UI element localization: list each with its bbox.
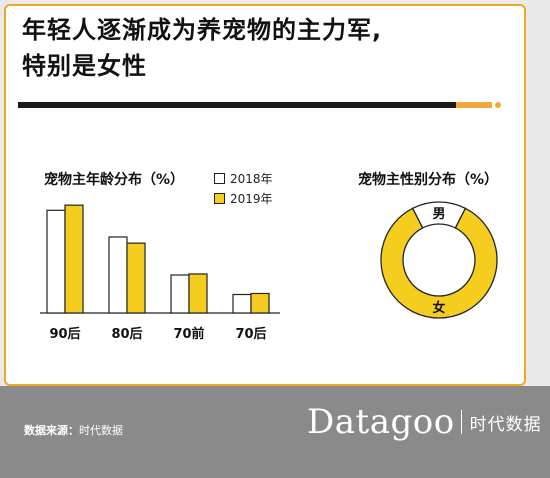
donut-slice-女 <box>380 207 498 319</box>
brand-logo: Datagoo 时代数据 <box>307 402 542 442</box>
x-tick-label: 70后 <box>235 326 266 342</box>
donut-slice-男 <box>411 201 467 229</box>
legend-item-2019: 2019年 <box>214 190 273 207</box>
source-note: 数据来源：时代数据 <box>24 422 123 438</box>
source-value: 时代数据 <box>79 424 123 437</box>
source-label: 数据来源： <box>24 424 79 437</box>
age-chart-title: 宠物主年龄分布（%） <box>44 172 185 188</box>
logo-separator <box>460 410 462 434</box>
legend-item-2018: 2018年 <box>214 170 273 187</box>
donut-label-女: 女 <box>432 300 445 316</box>
age-bar-chart: 90后 80后 70前 70后 <box>40 204 280 342</box>
legend-swatch-2019 <box>214 193 225 204</box>
legend-label-2019: 2019年 <box>230 192 273 206</box>
headline: 年轻人逐渐成为养宠物的主力军, 特别是女性 <box>22 12 382 84</box>
divider-dark <box>18 102 456 108</box>
footer-bar <box>0 386 550 478</box>
bar-70后-2019年 <box>250 292 270 314</box>
divider-dot <box>495 102 501 108</box>
x-tick-label: 80后 <box>111 326 142 342</box>
headline-line-1: 年轻人逐渐成为养宠物的主力军, <box>22 16 383 44</box>
bar-90后-2018年 <box>46 209 66 314</box>
bar-80后-2019年 <box>126 242 146 314</box>
legend-swatch-2018 <box>214 173 225 184</box>
bar-70前-2019年 <box>188 273 208 314</box>
x-tick-label: 90后 <box>49 326 80 342</box>
content-card <box>4 4 526 386</box>
logo-wordmark: Datagoo <box>307 402 455 442</box>
headline-line-2: 特别是女性 <box>22 52 147 80</box>
bar-80后-2018年 <box>108 236 128 314</box>
gender-chart-title: 宠物主性别分布（%） <box>358 172 499 188</box>
x-tick-label: 70前 <box>173 326 204 342</box>
bar-70前-2018年 <box>170 274 190 314</box>
logo-chinese-name: 时代数据 <box>469 414 542 435</box>
legend-label-2018: 2018年 <box>230 172 273 186</box>
bar-70后-2018年 <box>232 293 252 314</box>
bar-90后-2019年 <box>64 204 84 314</box>
donut-label-男: 男 <box>432 207 445 222</box>
gender-donut-chart: 男女 <box>380 201 498 319</box>
divider-accent <box>456 102 492 108</box>
